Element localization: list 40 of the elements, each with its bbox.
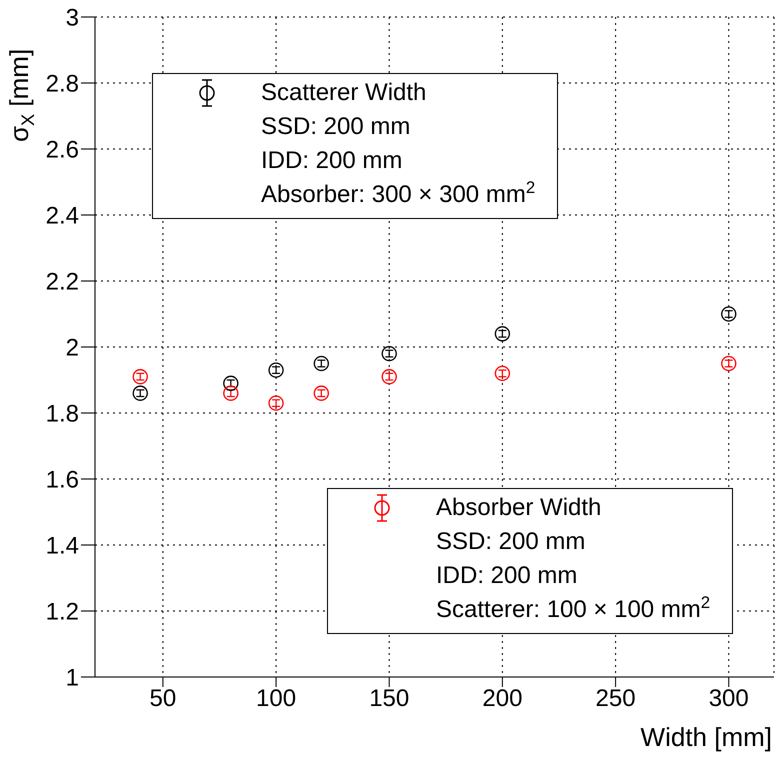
y-tick-label: 2.2 [46,268,79,296]
point [314,356,329,372]
y-tick-label: 2.4 [46,202,79,230]
point [314,386,329,401]
x-tick-label: 250 [596,685,636,712]
y-tick-label: 1 [66,664,79,692]
y-tick-label: 2.6 [46,136,79,164]
point [132,386,148,401]
point [721,356,736,372]
point [494,326,510,342]
x-tick-label: 100 [256,685,296,712]
annotation: Absorber: 300 × 300 mm$^{2}$ [261,178,536,210]
y-tick-label: 1.2 [46,598,79,626]
annotation: IDD: 200 mm [261,146,404,176]
legend-label: Scatterer Width [261,78,428,108]
point [268,362,284,378]
x-axis-title: Width [mm] [640,722,772,753]
annotation: SSD: 200 mm [261,112,412,142]
point [132,369,148,384]
point [268,395,284,411]
annotation: Scatterer: 100 × 100 mm$^{2}$ [436,593,710,625]
point [494,366,510,382]
y-tick-label: 1.4 [46,532,79,560]
point [223,376,238,391]
point [223,386,238,401]
x-tick-label: 300 [708,685,749,712]
y-tick-label: 1.6 [46,466,79,494]
point [382,346,397,362]
y-tick-label: 2.8 [46,70,79,98]
x-tick-label: 50 [150,685,176,712]
point [721,306,736,322]
x-tick-label: 150 [369,685,410,712]
y-tick-label: 1.8 [46,400,79,428]
legend-label: Absorber Width [436,493,602,523]
y-tick-label: 2 [66,334,79,362]
x-tick-label: 200 [482,685,522,712]
annotation: IDD: 200 mm [436,561,578,591]
point [382,369,397,384]
annotation: SSD: 200 mm [436,527,586,557]
y-tick-label: 3 [66,4,79,32]
